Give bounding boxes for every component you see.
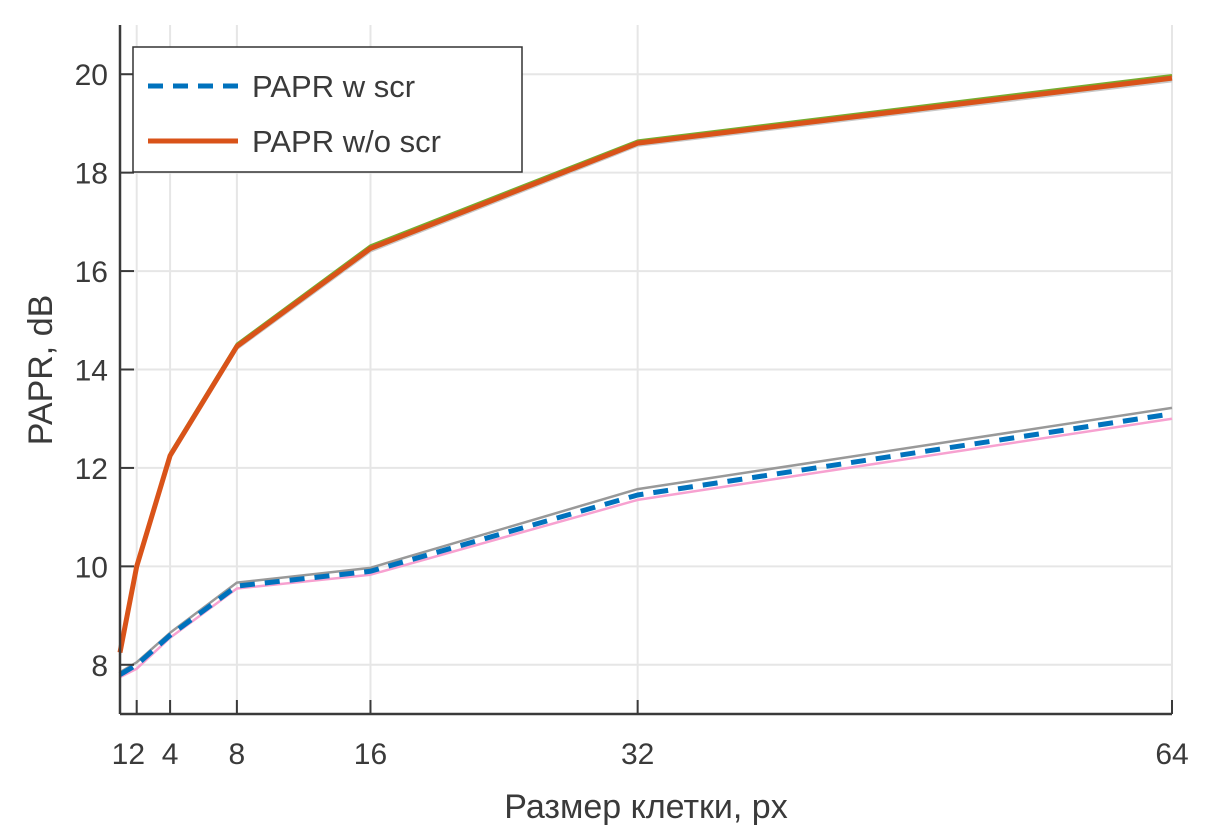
x-tick-label: 16 <box>354 738 387 771</box>
legend: PAPR w scr PAPR w/o scr <box>132 46 523 173</box>
x-tick-label: 64 <box>1155 738 1188 771</box>
legend-label-wo-scr: PAPR w/o scr <box>252 124 441 159</box>
x-tick-label: 2 <box>128 738 145 771</box>
series-line-2 <box>119 406 1173 674</box>
series-line-5 <box>117 75 1173 653</box>
x-tick-label: 8 <box>229 738 246 771</box>
y-tick-label: 20 <box>75 59 108 92</box>
y-axis-label: PAPR, dB <box>22 295 60 446</box>
legend-label-w-scr: PAPR w scr <box>252 69 415 104</box>
x-axis-label: Размер клетки, px <box>504 788 787 826</box>
y-tick-label: 14 <box>75 355 108 388</box>
series-lines <box>117 73 1173 679</box>
x-tick-label: 1 <box>112 738 129 771</box>
series-line-4 <box>118 411 1173 677</box>
series-line-3 <box>119 417 1173 679</box>
y-tick-label: 18 <box>75 158 108 191</box>
y-tick-label: 12 <box>75 453 108 486</box>
y-tick-label: 10 <box>75 551 108 584</box>
axes <box>118 25 1173 716</box>
x-tick-label: 4 <box>162 738 179 771</box>
y-tick-label: 16 <box>75 256 108 289</box>
y-tick-label: 8 <box>91 650 108 683</box>
legend-box <box>132 46 523 173</box>
x-tick-label: 32 <box>621 738 654 771</box>
